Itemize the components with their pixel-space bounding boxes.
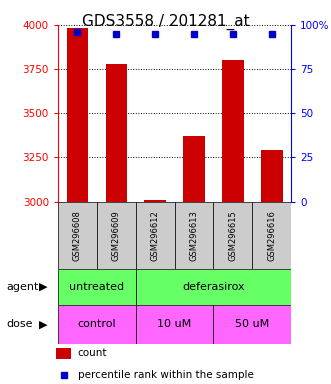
Bar — [58, 202, 97, 269]
Text: GSM296613: GSM296613 — [190, 210, 199, 261]
Text: GSM296608: GSM296608 — [73, 210, 82, 261]
Bar — [136, 269, 291, 305]
Text: control: control — [77, 319, 116, 329]
Text: GDS3558 / 201281_at: GDS3558 / 201281_at — [82, 13, 249, 30]
Text: GSM296612: GSM296612 — [151, 210, 160, 261]
Bar — [252, 202, 291, 269]
Bar — [136, 305, 213, 344]
Bar — [136, 202, 175, 269]
Text: GSM296609: GSM296609 — [112, 210, 121, 261]
Bar — [222, 60, 244, 202]
Bar — [106, 64, 127, 202]
Text: agent: agent — [7, 282, 39, 292]
Text: GSM296616: GSM296616 — [267, 210, 276, 261]
Text: untreated: untreated — [69, 282, 124, 292]
Text: ▶: ▶ — [39, 282, 47, 292]
Text: ▶: ▶ — [39, 319, 47, 329]
Text: percentile rank within the sample: percentile rank within the sample — [78, 370, 254, 380]
Bar — [213, 202, 252, 269]
Bar — [97, 202, 136, 269]
Text: deferasirox: deferasirox — [182, 282, 245, 292]
Text: 50 uM: 50 uM — [235, 319, 269, 329]
Bar — [183, 136, 205, 202]
Bar — [58, 269, 136, 305]
Bar — [175, 202, 213, 269]
Bar — [213, 305, 291, 344]
Text: count: count — [78, 348, 107, 358]
Bar — [58, 305, 136, 344]
Bar — [144, 200, 166, 202]
Bar — [67, 28, 88, 202]
Bar — [261, 151, 283, 202]
Text: 10 uM: 10 uM — [158, 319, 192, 329]
Text: dose: dose — [7, 319, 33, 329]
Text: GSM296615: GSM296615 — [228, 210, 237, 261]
Bar — [56, 348, 71, 359]
